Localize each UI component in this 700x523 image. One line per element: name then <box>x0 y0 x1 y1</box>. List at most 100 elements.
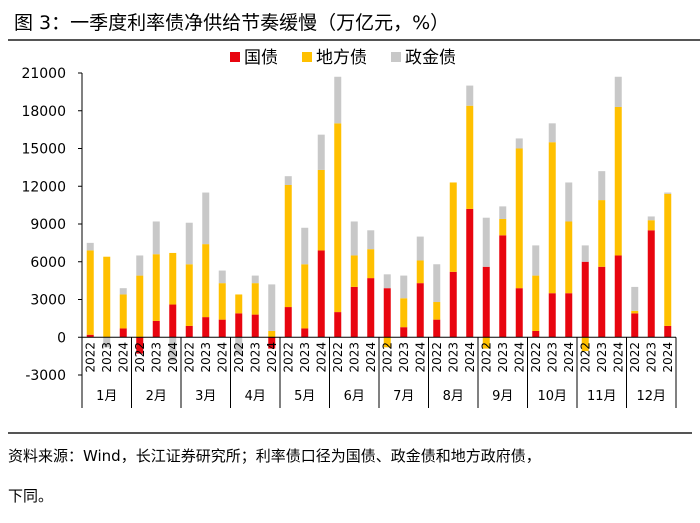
bar-5月-2024-政金债 <box>317 134 325 170</box>
year-label-7月-2023: 2023 <box>397 342 411 373</box>
bar-6月-2024-地方债 <box>367 249 375 279</box>
month-label-3: 4月 <box>245 389 266 404</box>
bar-3月-2022-国债 <box>185 325 193 338</box>
year-label-12月-2023: 2023 <box>644 342 658 373</box>
year-label-7月-2022: 2022 <box>380 342 394 373</box>
year-label-4月-2022: 2022 <box>232 342 246 373</box>
legend-label-1: 地方债 <box>316 48 367 68</box>
year-label-1月-2023: 2023 <box>100 342 114 373</box>
bar-7月-2023-政金债 <box>400 275 408 299</box>
month-label-6: 7月 <box>393 389 414 404</box>
year-label-3月-2024: 2024 <box>215 342 229 373</box>
bar-10月-2024-国债 <box>565 293 573 338</box>
bar-9月-2024-地方债 <box>515 148 523 289</box>
source-line-2: 下同。 <box>8 487 54 505</box>
bar-7月-2022-地方债 <box>383 337 391 348</box>
bar-8月-2022-地方债 <box>433 302 441 320</box>
bar-5月-2023-地方债 <box>301 264 309 329</box>
bar-3月-2022-地方债 <box>185 264 193 326</box>
bar-11月-2024-政金债 <box>614 76 622 107</box>
legend-label-0: 国债 <box>244 48 278 68</box>
year-label-6月-2024: 2024 <box>364 342 378 373</box>
bar-10月-2022-政金债 <box>532 245 540 276</box>
bar-4月-2022-地方债 <box>235 294 243 314</box>
bar-3月-2023-地方债 <box>202 244 210 318</box>
month-label-7: 8月 <box>443 389 464 404</box>
bar-5月-2024-地方债 <box>317 169 325 251</box>
y-tick-label-2: 3000 <box>30 293 66 309</box>
year-label-2月-2024: 2024 <box>166 342 180 373</box>
year-label-7月-2024: 2024 <box>413 342 427 373</box>
stacked-bar-chart: 国债 地方债 政金债 -3000 0 3000 6000 9000 12000 15000 1800… <box>21 48 677 408</box>
bar-6月-2022-地方债 <box>334 123 342 313</box>
legend-swatch-0 <box>230 52 240 62</box>
bar-3月-2023-政金债 <box>202 192 210 245</box>
bar-4月-2023-政金债 <box>251 275 259 284</box>
bar-12月-2023-地方债 <box>647 220 655 231</box>
bar-10月-2024-地方债 <box>565 221 573 294</box>
y-tick-label-8: 21000 <box>21 66 66 82</box>
month-label-9: 10月 <box>537 389 567 404</box>
bar-6月-2023-政金债 <box>350 221 358 256</box>
bar-1月-2023-地方债 <box>103 256 111 338</box>
bar-9月-2023-国债 <box>499 235 507 338</box>
bar-10月-2024-政金债 <box>565 182 573 222</box>
bar-2月-2024-国债 <box>169 304 177 338</box>
month-label-2: 3月 <box>195 389 216 404</box>
legend-label-2: 政金债 <box>405 48 456 68</box>
bar-11月-2022-国债 <box>581 261 589 338</box>
bar-8月-2022-国债 <box>433 319 441 338</box>
bar-2月-2024-地方债 <box>169 252 177 305</box>
bar-10月-2022-地方债 <box>532 275 540 331</box>
bar-6月-2023-国债 <box>350 286 358 338</box>
bar-8月-2024-政金债 <box>466 85 474 106</box>
bar-10月-2023-地方债 <box>548 142 556 294</box>
bar-1月-2022-国债 <box>86 334 94 338</box>
bar-9月-2022-国债 <box>482 266 490 338</box>
y-tick-label-7: 18000 <box>21 104 66 120</box>
bar-1月-2024-地方债 <box>119 294 127 329</box>
bar-12月-2024-政金债 <box>664 192 672 194</box>
bar-6月-2022-国债 <box>334 312 342 338</box>
bar-6月-2024-政金债 <box>367 230 375 250</box>
bar-1月-2024-国债 <box>119 328 127 338</box>
legend-swatch-2 <box>391 52 401 62</box>
bar-9月-2023-地方债 <box>499 218 507 236</box>
bar-12月-2022-地方债 <box>631 310 639 314</box>
bar-9月-2024-国债 <box>515 288 523 338</box>
year-label-9月-2024: 2024 <box>512 342 526 373</box>
year-label-9月-2023: 2023 <box>496 342 510 373</box>
month-label-0: 1月 <box>96 389 117 404</box>
figure-header: 图 3：一季度利率债净供给节奏缓慢（万亿元，%） <box>8 6 700 41</box>
bar-11月-2022-政金债 <box>581 245 589 262</box>
year-label-3月-2023: 2023 <box>199 342 213 373</box>
year-label-11月-2024: 2024 <box>611 342 625 373</box>
bar-4月-2022-国债 <box>235 313 243 338</box>
y-tick-label-1: 0 <box>57 330 66 346</box>
bar-3月-2024-地方债 <box>218 283 226 320</box>
year-label-8月-2022: 2022 <box>430 342 444 373</box>
bar-9月-2023-政金债 <box>499 206 507 219</box>
year-label-5月-2022: 2022 <box>281 342 295 373</box>
month-label-4: 5月 <box>294 389 315 404</box>
bar-10月-2023-政金债 <box>548 123 556 143</box>
bar-2月-2023-地方债 <box>152 254 160 321</box>
figure-title: 图 3：一季度利率债净供给节奏缓慢（万亿元，%） <box>14 12 450 34</box>
year-label-3月-2022: 2022 <box>182 342 196 373</box>
year-label-5月-2023: 2023 <box>298 342 312 373</box>
bar-4月-2024-政金债 <box>268 284 276 331</box>
y-tick-label-0: -3000 <box>25 368 66 384</box>
bar-3月-2024-国债 <box>218 319 226 338</box>
bar-12月-2024-地方债 <box>664 193 672 326</box>
bar-12月-2023-国债 <box>647 230 655 338</box>
legend-swatch-1 <box>302 52 312 62</box>
bar-2月-2022-政金债 <box>136 255 144 276</box>
month-label-1: 2月 <box>146 389 167 404</box>
year-label-1月-2024: 2024 <box>116 342 130 373</box>
bar-4月-2023-地方债 <box>251 283 259 315</box>
bar-11月-2024-国债 <box>614 255 622 338</box>
bar-12月-2024-国债 <box>664 325 672 338</box>
year-label-11月-2022: 2022 <box>578 342 592 373</box>
title-divider <box>8 39 700 41</box>
y-tick-label-4: 9000 <box>30 217 66 233</box>
